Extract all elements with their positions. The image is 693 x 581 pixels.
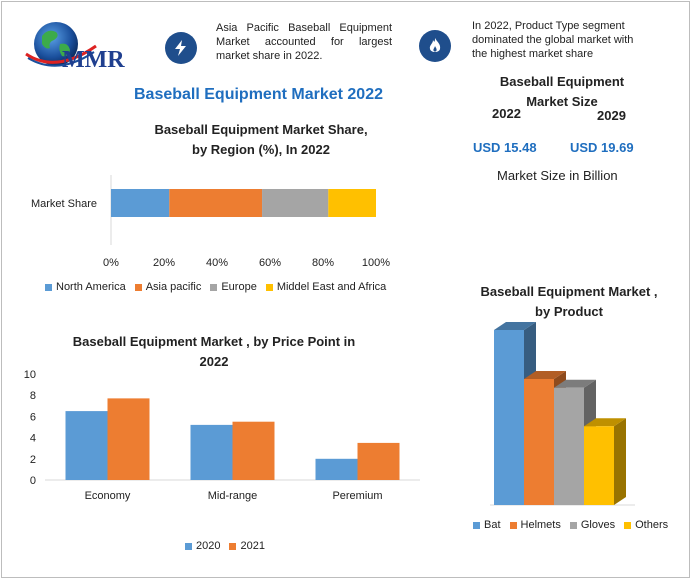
- price-bar: [357, 442, 400, 480]
- region-chart-title-line1: Baseball Equipment Market Share,: [154, 122, 368, 137]
- price-chart-title: Baseball Equipment Market , by Price Poi…: [55, 332, 373, 372]
- product-bar-top: [584, 418, 626, 427]
- region-legend-label: Europe: [221, 281, 257, 293]
- price-category-label: Economy: [85, 490, 131, 502]
- product-legend-label: Bat: [484, 519, 501, 531]
- logo: MMR: [18, 14, 153, 74]
- region-chart-title-line2: by Region (%), In 2022: [192, 142, 330, 157]
- region-tick-label: 0%: [103, 257, 119, 269]
- price-legend-swatch: [229, 542, 237, 550]
- price-legend-label: 2020: [196, 540, 221, 552]
- region-legend-item: Middel East and Africa: [265, 281, 387, 293]
- price-tick-label: 6: [30, 411, 36, 423]
- product-legend-swatch: [473, 521, 480, 529]
- price-legend-item: 2020: [185, 540, 220, 552]
- globe-icon: [25, 22, 97, 67]
- price-tick-label: 0: [30, 475, 36, 487]
- product-legend-item: Helmets: [509, 519, 561, 531]
- market-size-value-left: USD 15.48: [473, 140, 537, 155]
- region-legend-swatch: [265, 283, 273, 291]
- product-bar-front: [554, 387, 584, 505]
- product-bar-side: [614, 418, 626, 505]
- product-bar-front: [524, 379, 554, 505]
- price-category-label: Mid-range: [208, 490, 258, 502]
- product-chart-legend: Bat Helmets Gloves Others: [473, 519, 677, 531]
- lightning-icon: [165, 32, 197, 64]
- price-tick-label: 4: [30, 433, 36, 445]
- region-bar-segment: [169, 189, 263, 217]
- price-bar: [315, 458, 358, 480]
- market-size-year-right: 2029: [597, 108, 626, 123]
- price-chart-title-line2: 2022: [199, 354, 229, 369]
- product-legend-label: Others: [635, 519, 669, 531]
- price-bar: [232, 421, 275, 480]
- product-legend-item: Others: [624, 519, 668, 531]
- region-tick-label: 40%: [206, 257, 228, 269]
- region-bar-segment: [111, 189, 170, 217]
- product-bar-front: [494, 330, 524, 505]
- region-chart: Market Share 0% 20% 40% 60% 80% 100%: [31, 175, 390, 269]
- product-chart-title-line1: Baseball Equipment Market ,: [480, 284, 658, 299]
- region-chart-legend: North America Asia pacific Europe Middel Ea…: [45, 281, 395, 293]
- note-left: Asia Pacific Baseball Equipment Market a…: [216, 22, 392, 62]
- price-category-label: Peremium: [332, 490, 382, 502]
- region-legend-label: Asia pacific: [145, 281, 202, 293]
- flame-icon: [419, 30, 451, 62]
- logo-text: MMR: [62, 47, 125, 73]
- region-chart-title: Baseball Equipment Market Share, by Regi…: [130, 120, 392, 160]
- product-bar-top: [494, 322, 536, 330]
- region-bar-segment: [262, 189, 329, 217]
- price-legend-item: 2021: [229, 540, 265, 552]
- region-tick-label: 100%: [362, 257, 390, 269]
- product-legend-item: Bat: [473, 519, 501, 531]
- price-tick-label: 10: [24, 369, 36, 381]
- page-title: Baseball Equipment Market 2022: [134, 86, 383, 103]
- price-chart-title-line1: Baseball Equipment Market , by Price Poi…: [72, 334, 356, 349]
- note-right: In 2022, Product Type segment dominated …: [472, 20, 634, 60]
- price-tick-label: 8: [30, 390, 36, 402]
- region-legend-item: Europe: [210, 281, 257, 293]
- region-tick-label: 60%: [259, 257, 281, 269]
- price-bar: [107, 398, 150, 480]
- region-legend-item: Asia pacific: [134, 281, 202, 293]
- region-legend-swatch: [210, 283, 218, 291]
- region-tick-label: 20%: [153, 257, 175, 269]
- price-legend-swatch: [185, 542, 192, 550]
- product-chart-title: Baseball Equipment Market , by Product: [462, 282, 676, 322]
- region-legend-swatch: [45, 283, 52, 291]
- price-bar: [190, 424, 233, 480]
- region-legend-swatch: [134, 283, 142, 291]
- product-bar: [584, 418, 626, 505]
- market-size-value-right: USD 19.69: [570, 140, 634, 155]
- product-legend-swatch: [569, 521, 577, 529]
- price-chart: 0 2 4 6 8 10 Economy Mid-range Peremium: [24, 369, 420, 502]
- market-size-title: Baseball Equipment Market Size: [499, 74, 625, 109]
- region-legend-label: Middel East and Africa: [276, 281, 387, 293]
- product-bar-front: [584, 426, 614, 505]
- region-category-label: Market Share: [31, 198, 97, 210]
- product-legend-item: Gloves: [569, 519, 616, 531]
- product-legend-swatch: [624, 521, 632, 529]
- product-legend-label: Helmets: [520, 519, 561, 531]
- product-bar-top: [554, 379, 596, 388]
- price-tick-label: 2: [30, 454, 36, 466]
- product-chart: [490, 322, 635, 506]
- price-chart-legend: 2020 2021: [185, 540, 274, 552]
- price-legend-label: 2021: [240, 540, 265, 552]
- price-bar: [65, 411, 108, 480]
- product-legend-label: Gloves: [580, 519, 616, 531]
- region-bar-segment: [328, 189, 376, 217]
- region-tick-label: 80%: [312, 257, 334, 269]
- product-legend-swatch: [509, 521, 517, 529]
- region-legend-label: North America: [56, 281, 126, 293]
- product-bar-top: [524, 371, 566, 379]
- market-size-year-left: 2022: [492, 106, 521, 121]
- region-legend-item: North America: [45, 281, 126, 293]
- product-chart-title-line2: by Product: [535, 304, 603, 319]
- market-size-unit: Market Size in Billion: [497, 168, 618, 183]
